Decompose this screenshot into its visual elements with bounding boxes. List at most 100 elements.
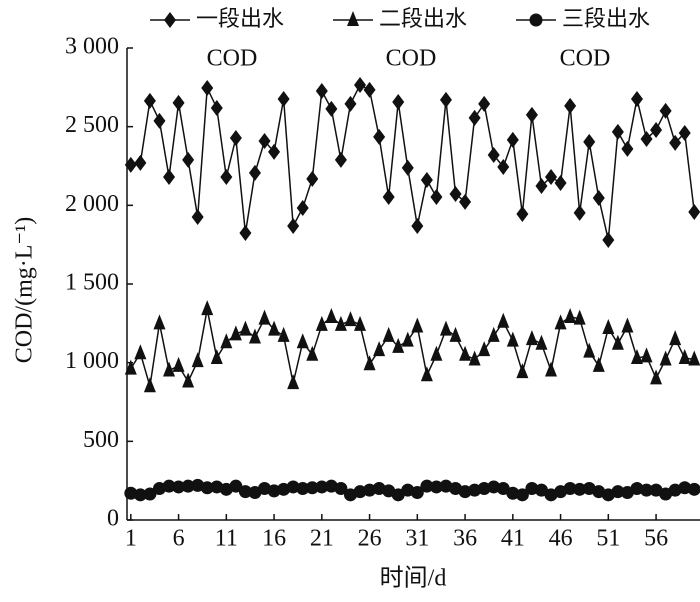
- series-line: [130, 309, 695, 387]
- diamond-marker: [163, 169, 176, 186]
- triangle-marker: [640, 347, 653, 363]
- diamond-marker: [506, 131, 519, 148]
- triangle-marker: [468, 350, 481, 366]
- x-axis-label: 时间/d: [380, 565, 447, 592]
- diamond-marker: [334, 151, 347, 168]
- diamond-marker: [401, 159, 414, 176]
- circle-marker: [529, 13, 543, 27]
- triangle-marker: [325, 308, 338, 324]
- diamond-marker: [535, 177, 548, 194]
- diamond-marker: [191, 208, 204, 225]
- circle-marker: [515, 488, 529, 502]
- triangle-marker: [258, 309, 271, 325]
- circle-marker: [286, 480, 300, 494]
- y-axis-label: COD/(mg·L⁻¹): [12, 217, 38, 364]
- triangle-marker: [564, 308, 577, 324]
- circle-marker: [334, 482, 348, 496]
- diamond-marker: [554, 174, 567, 191]
- triangle-marker: [344, 311, 357, 327]
- diamond-marker: [659, 102, 672, 119]
- triangle-marker: [506, 331, 519, 347]
- triangle-marker: [449, 326, 462, 342]
- triangle-marker: [210, 348, 223, 364]
- circle-marker: [353, 485, 367, 499]
- x-tick-label: 11: [215, 526, 238, 552]
- circle-marker: [525, 482, 539, 496]
- triangle-marker: [573, 309, 586, 325]
- triangle-marker: [172, 356, 185, 372]
- diamond-marker: [134, 154, 147, 171]
- circle-marker: [487, 480, 501, 494]
- diamond-marker: [459, 193, 472, 210]
- circle-marker: [124, 486, 138, 500]
- diamond-marker: [573, 204, 586, 221]
- circle-marker: [181, 479, 195, 493]
- triangle-marker: [411, 317, 424, 333]
- triangle-marker: [602, 319, 615, 335]
- triangle-marker: [459, 345, 472, 361]
- x-tick-label: 51: [596, 526, 620, 552]
- legend-label: 二段出水: [379, 7, 467, 32]
- circle-marker: [363, 483, 377, 497]
- circle-marker: [229, 479, 243, 493]
- diamond-marker: [164, 12, 176, 28]
- diamond-marker: [210, 99, 223, 116]
- triangle-marker: [143, 377, 156, 393]
- triangle-marker: [392, 337, 405, 353]
- diamond-marker: [516, 205, 529, 222]
- annotation: COD: [207, 46, 258, 72]
- x-tick-label: 56: [644, 526, 668, 552]
- x-tick-label: 21: [310, 526, 334, 552]
- diamond-marker: [248, 164, 261, 181]
- triangle-marker: [487, 326, 500, 342]
- circle-marker: [315, 480, 329, 494]
- triangle-marker: [621, 317, 634, 333]
- triangle-marker: [611, 334, 624, 350]
- diamond-marker: [277, 90, 290, 107]
- diamond-marker: [143, 92, 156, 109]
- triangle-marker: [229, 325, 242, 341]
- diamond-marker: [258, 132, 271, 149]
- diamond-marker: [182, 151, 195, 168]
- diamond-marker: [468, 109, 481, 126]
- diamond-marker: [382, 188, 395, 205]
- triangle-marker: [516, 363, 529, 379]
- x-tick-label: 16: [262, 526, 286, 552]
- diamond-marker: [592, 189, 605, 206]
- triangle-marker: [525, 330, 538, 346]
- circle-marker: [267, 484, 281, 498]
- diamond-marker: [478, 95, 491, 112]
- circle-marker: [640, 483, 654, 497]
- x-tick-label: 36: [453, 526, 477, 552]
- circle-marker: [162, 479, 176, 493]
- diamond-marker: [688, 203, 700, 220]
- triangle-marker: [659, 350, 672, 366]
- triangle-marker: [248, 328, 261, 344]
- circle-marker: [429, 480, 443, 494]
- diamond-marker: [430, 188, 443, 205]
- triangle-marker: [650, 369, 663, 385]
- circle-marker: [410, 485, 424, 499]
- circle-marker: [238, 485, 252, 499]
- circle-marker: [305, 481, 319, 495]
- diamond-marker: [411, 217, 424, 234]
- triangle-marker: [201, 300, 214, 316]
- triangle-marker: [277, 326, 290, 342]
- circle-marker: [143, 487, 157, 501]
- triangle-marker: [287, 374, 300, 390]
- x-tick-label: 41: [501, 526, 525, 552]
- circle-marker: [477, 482, 491, 496]
- diamond-marker: [621, 140, 634, 157]
- triangle-marker: [478, 341, 491, 357]
- diamond-marker: [439, 91, 452, 108]
- diamond-marker: [373, 128, 386, 145]
- triangle-marker: [373, 341, 386, 357]
- triangle-marker: [535, 334, 548, 350]
- triangle-marker: [182, 372, 195, 388]
- triangle-marker: [239, 320, 252, 336]
- triangle-marker: [497, 312, 510, 328]
- diamond-marker: [306, 170, 319, 187]
- triangle-marker: [420, 366, 433, 382]
- circle-marker: [611, 485, 625, 499]
